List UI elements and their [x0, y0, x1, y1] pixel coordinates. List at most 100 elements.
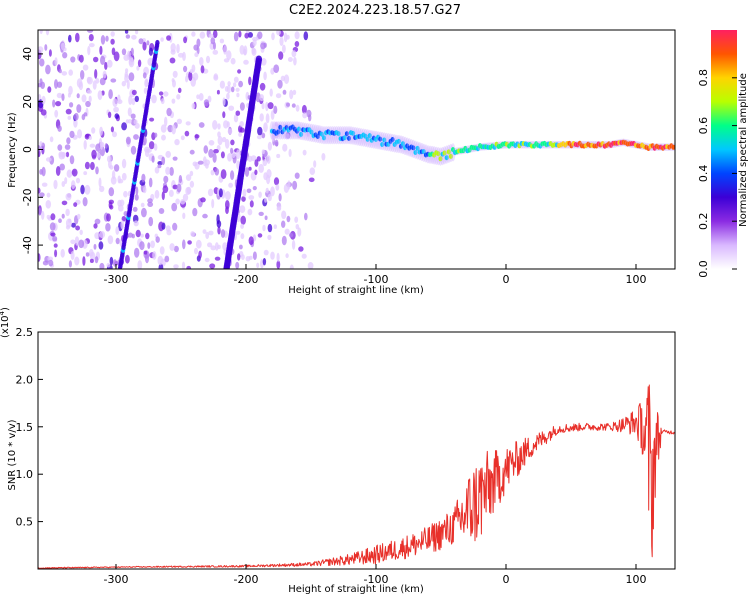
- noise-speck: [213, 42, 216, 50]
- noise-speck: [294, 172, 300, 179]
- noise-speck: [307, 262, 314, 269]
- y-tick-label: -40: [21, 236, 34, 254]
- noise-speck: [176, 118, 182, 125]
- noise-speck: [266, 169, 272, 179]
- noise-speck: [225, 191, 231, 201]
- noise-speck: [205, 55, 211, 64]
- noise-speck: [226, 92, 230, 100]
- noise-speck: [254, 169, 258, 176]
- y-tick-label: 40: [21, 47, 34, 61]
- noise-speck: [247, 155, 253, 162]
- noise-speck: [146, 148, 152, 153]
- noise-speck: [203, 145, 209, 154]
- noise-speck: [217, 123, 221, 130]
- noise-speck: [230, 170, 235, 181]
- spectrogram-x-ticks: -300 -200 -100 0 100: [104, 264, 647, 286]
- noise-speck: [256, 135, 262, 140]
- noise-speck: [158, 91, 164, 96]
- noise-speck: [199, 57, 204, 66]
- noise-speck: [39, 141, 43, 147]
- noise-speck: [291, 103, 296, 108]
- noise-speck: [185, 121, 191, 126]
- noise-speck: [131, 34, 137, 40]
- track-cell: [367, 133, 372, 139]
- noise-speck: [151, 155, 155, 163]
- noise-speck: [286, 215, 291, 223]
- noise-speck: [79, 229, 83, 235]
- noise-speck: [128, 72, 135, 82]
- noise-speck: [252, 251, 257, 260]
- noise-speck: [71, 168, 78, 177]
- noise-speck: [120, 220, 125, 230]
- colorbar-gradient: [711, 30, 737, 269]
- noise-speck: [87, 45, 91, 56]
- noise-speck: [81, 94, 87, 103]
- noise-speck: [143, 87, 148, 94]
- y-tick-label: 2.0: [16, 373, 34, 386]
- noise-speck: [263, 172, 268, 181]
- noise-speck: [302, 112, 308, 119]
- noise-speck: [185, 174, 192, 182]
- noise-speck: [239, 121, 244, 127]
- noise-speck: [123, 190, 128, 198]
- noise-speck: [180, 135, 185, 141]
- page-title: C2E2.2024.223.18.57.G27: [289, 3, 461, 18]
- noise-speck: [221, 136, 227, 143]
- noise-speck: [94, 256, 99, 264]
- noise-speck: [198, 250, 202, 259]
- noise-speck: [144, 79, 149, 88]
- noise-speck: [162, 185, 169, 194]
- noise-speck: [197, 160, 204, 165]
- noise-speck: [196, 94, 200, 100]
- noise-speck: [54, 57, 58, 66]
- noise-speck: [192, 72, 199, 81]
- noise-speck: [85, 252, 90, 257]
- noise-speck: [150, 240, 156, 249]
- colorbar-ticks: 0.0 0.2 0.4 0.6 0.8: [697, 69, 737, 278]
- spectrogram-y-label: Frequency (Hz): [7, 112, 18, 188]
- noise-speck: [48, 49, 52, 57]
- noise-speck: [110, 176, 117, 185]
- noise-speck: [110, 38, 115, 45]
- noise-speck: [56, 81, 63, 88]
- noise-speck: [93, 223, 98, 229]
- noise-speck: [58, 68, 62, 74]
- x-tick-label: -100: [364, 273, 389, 286]
- noise-speck: [99, 185, 105, 193]
- noise-speck: [256, 156, 261, 162]
- noise-speck: [188, 71, 193, 81]
- noise-speck: [127, 232, 133, 238]
- noise-speck: [80, 184, 85, 195]
- noise-speck: [222, 242, 228, 251]
- noise-speck: [76, 213, 81, 220]
- noise-speck: [93, 243, 97, 250]
- noise-speck: [255, 92, 261, 103]
- noise-speck: [214, 256, 221, 261]
- track-cell: [444, 155, 449, 161]
- noise-speck: [243, 59, 249, 65]
- x-tick-label: -300: [104, 273, 129, 286]
- snr-x-ticks: -300 -200 -100 0 100: [104, 564, 647, 586]
- noise-speck: [275, 93, 282, 99]
- noise-speck: [71, 222, 76, 228]
- noise-speck: [220, 169, 227, 180]
- noise-speck: [169, 243, 175, 251]
- noise-speck: [270, 110, 275, 120]
- noise-speck: [225, 206, 229, 215]
- noise-speck: [264, 197, 268, 203]
- noise-speck: [137, 260, 143, 269]
- noise-speck: [281, 220, 286, 228]
- noise-speck: [241, 196, 246, 202]
- noise-speck: [240, 223, 245, 229]
- noise-speck: [79, 54, 84, 63]
- noise-speck: [95, 166, 99, 175]
- noise-speck: [240, 215, 246, 225]
- noise-speck: [39, 30, 43, 35]
- noise-speck: [54, 79, 58, 89]
- noise-speck: [222, 111, 226, 119]
- noise-speck: [127, 119, 132, 124]
- noise-speck: [194, 134, 200, 139]
- noise-speck: [154, 189, 160, 199]
- noise-speck: [236, 92, 240, 98]
